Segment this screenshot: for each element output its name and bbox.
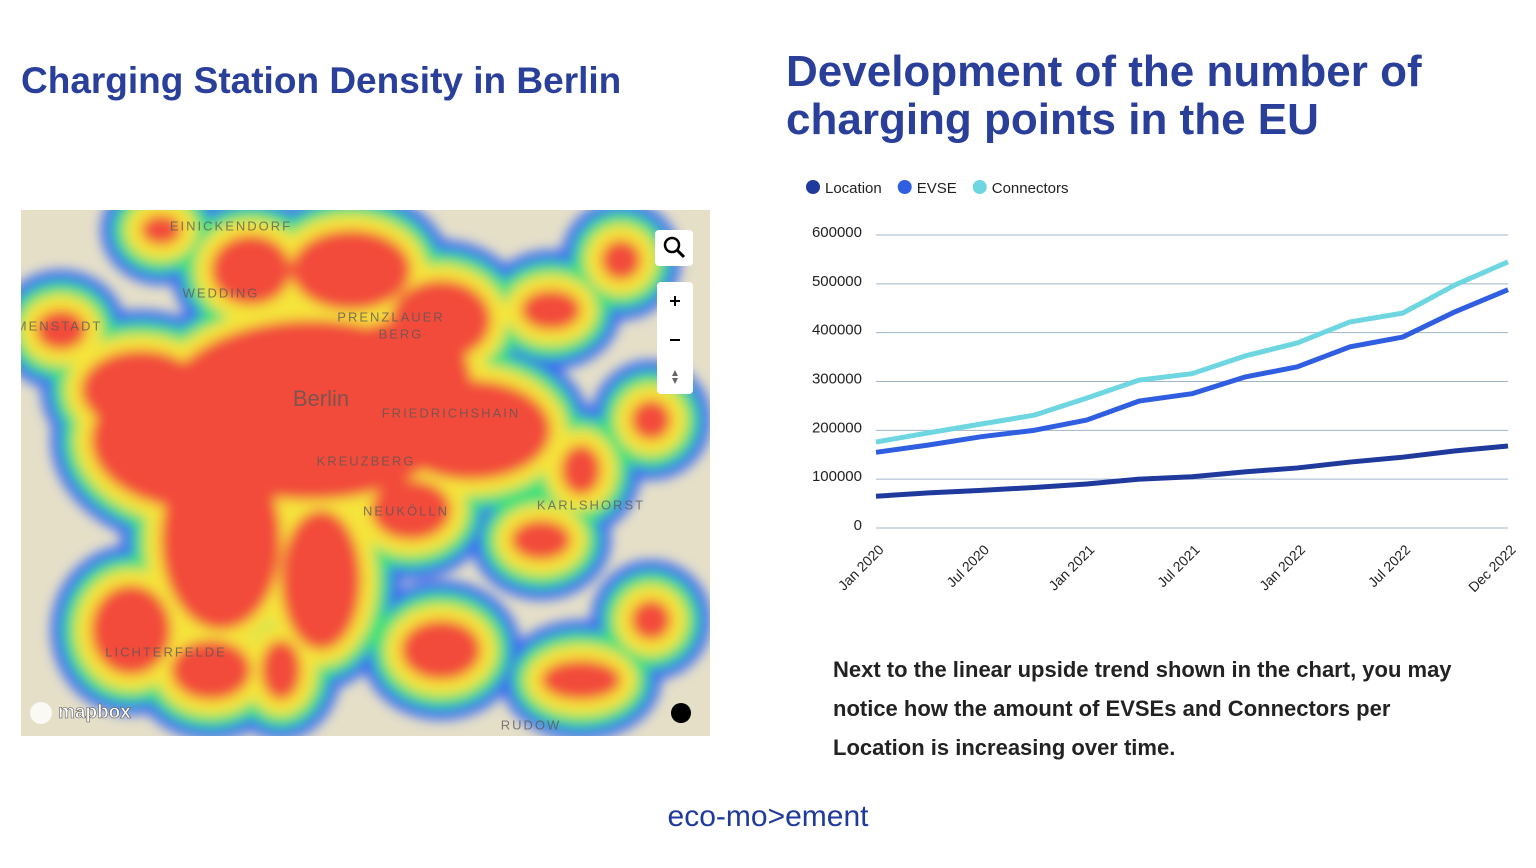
map: EINICKENDORF WEDDING MENSTADT PRENZLAUER BER… bbox=[21, 210, 710, 736]
heat-blob bbox=[511, 520, 571, 560]
heat-blob bbox=[141, 215, 181, 245]
heat-blob bbox=[521, 290, 581, 330]
heat-blob bbox=[261, 640, 301, 700]
heat-blob bbox=[561, 445, 601, 495]
heat-blob bbox=[171, 640, 251, 700]
legend-label: EVSE bbox=[917, 180, 957, 197]
x-tick-label: Jan 2022 bbox=[1256, 541, 1308, 593]
zoom-controls bbox=[657, 282, 693, 394]
heat-blob bbox=[391, 380, 551, 480]
map-label: LICHTERFELDE bbox=[105, 644, 227, 659]
x-tick-label: Jul 2020 bbox=[943, 541, 992, 590]
heat-blob bbox=[36, 310, 86, 350]
map-label: Berlin bbox=[293, 386, 349, 411]
heat-blob bbox=[161, 450, 281, 630]
attribution: mapbox bbox=[58, 702, 131, 723]
heat-blob bbox=[81, 350, 201, 430]
line-series bbox=[875, 287, 1509, 455]
heat-blob bbox=[541, 660, 621, 700]
x-tick-label: Dec 2022 bbox=[1465, 541, 1519, 595]
map-label: EINICKENDORF bbox=[170, 218, 292, 233]
mapbox-logo bbox=[30, 702, 52, 724]
info-button[interactable] bbox=[671, 703, 691, 723]
heat-blob bbox=[371, 480, 451, 540]
x-tick-label: Jul 2022 bbox=[1365, 541, 1414, 590]
note: Next to the linear upside trend shown in… bbox=[833, 657, 1452, 760]
search-icon bbox=[663, 236, 681, 254]
compass[interactable] bbox=[672, 370, 678, 384]
map-label: NEUKÖLLN bbox=[363, 503, 449, 518]
heat-blob bbox=[401, 620, 481, 680]
heat-blob bbox=[91, 585, 171, 675]
heat-blob bbox=[281, 510, 361, 650]
map-label: PRENZLAUER bbox=[337, 309, 444, 324]
logo: eco-mo>ement bbox=[667, 800, 869, 833]
legend-marker bbox=[897, 180, 912, 194]
map-label: WEDDING bbox=[183, 285, 260, 300]
y-tick-label: 200000 bbox=[812, 419, 862, 436]
map-label: RUDOW bbox=[501, 717, 562, 732]
chart-title: Development of the number of charging po… bbox=[786, 47, 1422, 144]
line-series bbox=[875, 443, 1509, 499]
y-tick-label: 0 bbox=[854, 517, 862, 534]
map-label: KREUZBERG bbox=[317, 453, 416, 468]
map-title: Charging Station Density in Berlin bbox=[21, 60, 622, 101]
heat-blob bbox=[291, 230, 411, 310]
heat-blob bbox=[601, 240, 641, 280]
search-button[interactable] bbox=[655, 230, 693, 266]
y-tick-label: 600000 bbox=[812, 224, 862, 241]
legend-marker bbox=[806, 180, 820, 194]
heat-blob bbox=[211, 235, 291, 305]
heat-blob bbox=[631, 400, 671, 440]
y-tick-label: 300000 bbox=[812, 370, 862, 387]
legend-label: Location bbox=[825, 180, 882, 197]
x-tick-label: Jan 2020 bbox=[835, 541, 887, 593]
search-icon bbox=[675, 248, 686, 259]
line-series bbox=[875, 259, 1509, 445]
y-tick-label: 500000 bbox=[812, 273, 862, 290]
map-label: FRIEDRICHSHAIN bbox=[382, 405, 521, 420]
heat-blob bbox=[631, 600, 671, 640]
y-tick-label: 400000 bbox=[812, 322, 862, 339]
map-label: BERG bbox=[379, 326, 424, 341]
legend-marker bbox=[972, 180, 987, 194]
map-label: KARLSHORST bbox=[537, 497, 645, 512]
map-label: MENSTADT bbox=[21, 318, 102, 333]
y-tick-label: 100000 bbox=[812, 468, 862, 485]
heat-blob bbox=[391, 280, 491, 360]
x-tick-label: Jan 2021 bbox=[1045, 541, 1097, 593]
x-tick-label: Jul 2021 bbox=[1154, 541, 1203, 590]
legend-label: Connectors bbox=[992, 180, 1069, 197]
